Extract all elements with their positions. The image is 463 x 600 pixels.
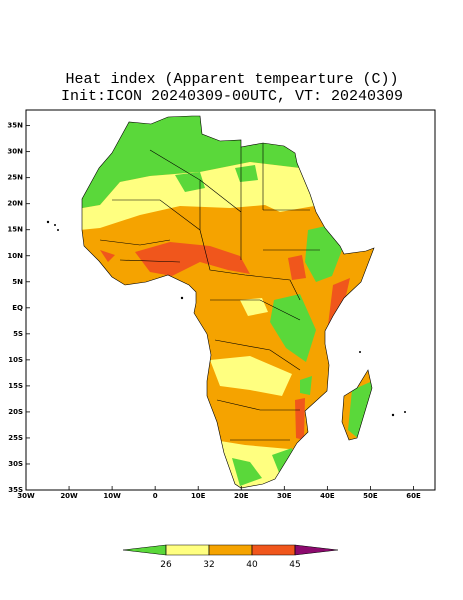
colorbar-label: 45 [289, 560, 300, 570]
colorbar-max-arrow [294, 544, 339, 556]
islands [46, 220, 406, 417]
map [25, 109, 436, 491]
y-tick-label: 15N [7, 226, 23, 234]
colorbar-label: 26 [160, 560, 172, 570]
y-tick-label: 35N [7, 122, 23, 130]
y-tick-label: 5N [12, 278, 23, 286]
y-tick-label: 10S [8, 356, 23, 364]
y-tick-label: 5S [13, 330, 23, 338]
x-tick-label: 30E [277, 492, 292, 500]
colorbar-box [165, 544, 210, 556]
y-tick-label: 20S [8, 408, 23, 416]
x-tick-label: 0 [153, 492, 158, 500]
x-tick-label: 10W [103, 492, 121, 500]
x-tick-label: 20E [234, 492, 249, 500]
y-tick-label: 20N [7, 200, 23, 208]
colorbar-label: 40 [246, 560, 258, 570]
axes: 30W 20W 10W 0 10E 20E 30E 40E 50E 60E 35N 30N 25N 20N… [7, 122, 421, 500]
y-tick-label: 10N [7, 252, 23, 260]
y-tick-label: 35S [8, 486, 23, 494]
colorbar-box [208, 544, 253, 556]
y-tick-label: 25N [7, 174, 23, 182]
x-tick-label: 30W [17, 492, 35, 500]
colorbar-min-arrow [122, 544, 167, 556]
x-tick-label: 20W [60, 492, 78, 500]
title: Heat index (Apparent tempearture (C)) [65, 71, 398, 88]
subtitle: Init:ICON 20240309-00UTC, VT: 20240309 [61, 88, 403, 105]
colorbar-box [251, 544, 296, 556]
y-tick-label: 30N [7, 148, 23, 156]
x-tick-label: 50E [363, 492, 378, 500]
y-tick-label: 25S [8, 434, 23, 442]
x-tick-label: 10E [191, 492, 206, 500]
y-tick-label: 15S [8, 382, 23, 390]
y-tick-label: 30S [8, 460, 23, 468]
colorbar-label: 32 [203, 560, 214, 570]
x-tick-label: 60E [406, 492, 421, 500]
y-tick-label: EQ [12, 304, 23, 312]
colorbar: 26 32 40 45 [122, 544, 339, 570]
x-tick-label: 40E [320, 492, 335, 500]
